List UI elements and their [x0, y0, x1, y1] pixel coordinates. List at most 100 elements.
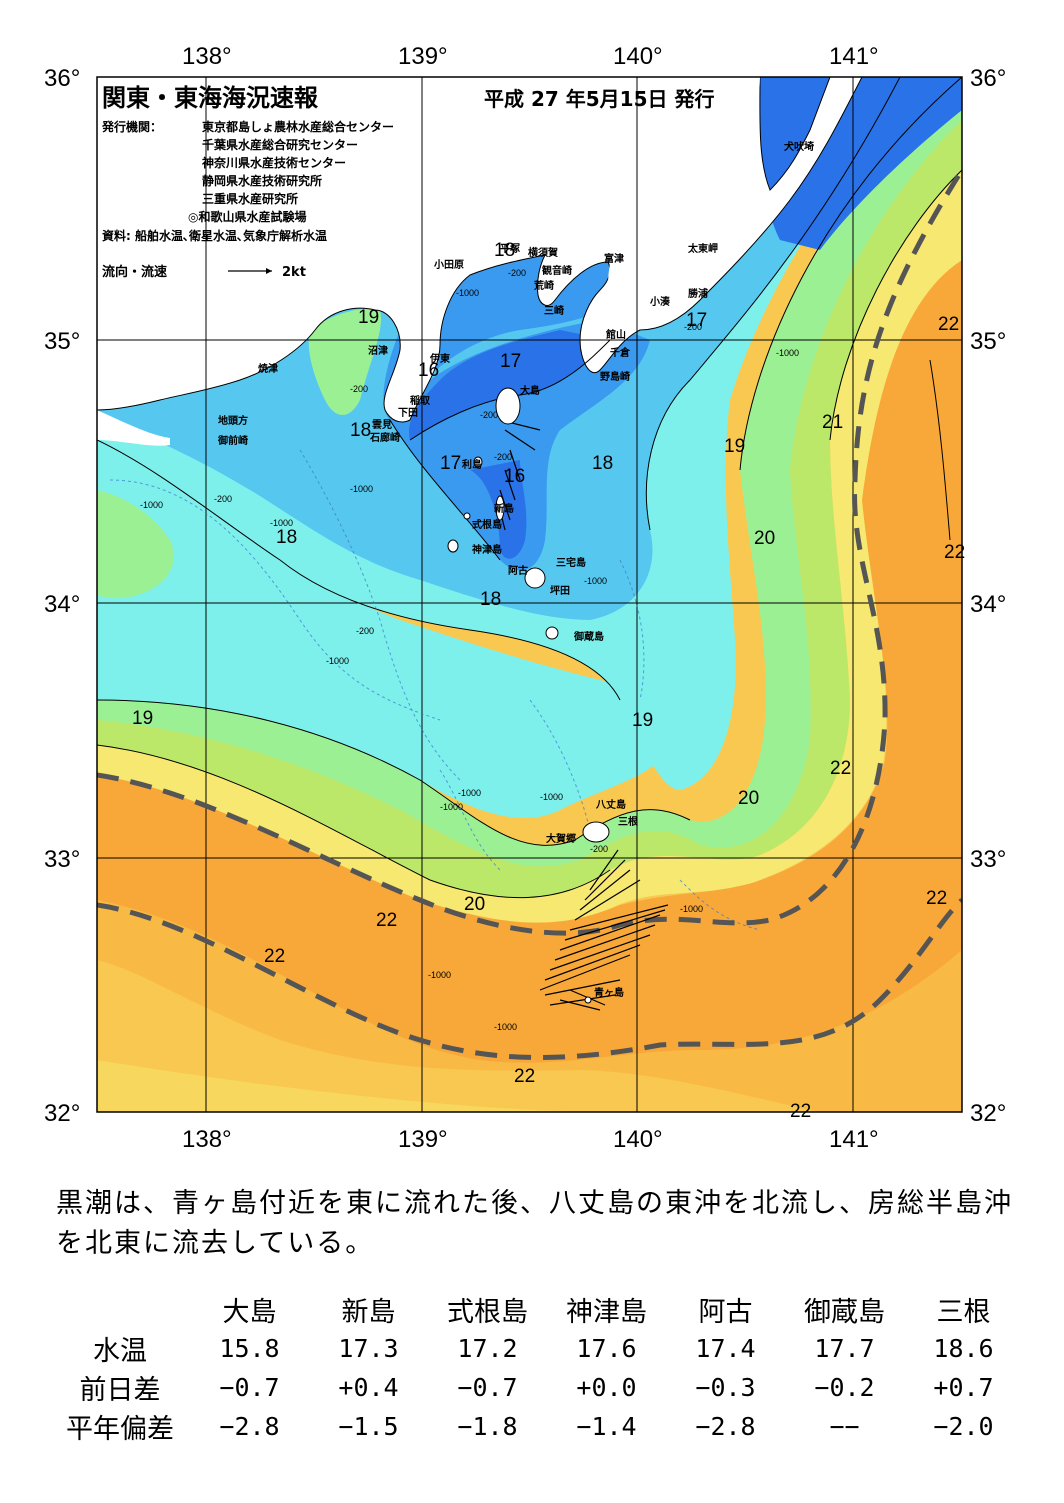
place-label: 新島 — [494, 502, 514, 515]
place-label: 館山 — [605, 328, 626, 341]
water-22 — [97, 260, 962, 1112]
isotherm-label: 18 — [494, 240, 515, 261]
isotherm-label: 19 — [632, 710, 653, 731]
depth-label: -1000 — [326, 656, 349, 666]
land-boso — [600, 77, 760, 317]
stats-cell: −2.0 — [933, 1412, 994, 1441]
issuer-label: 発行機関： — [101, 119, 162, 134]
stats-row-label: 水温 — [93, 1336, 147, 1367]
isotherm-label: 22 — [926, 888, 947, 909]
island-aogashima — [584, 996, 592, 1004]
islands — [447, 387, 610, 1004]
place-label: 下田 — [398, 407, 418, 419]
depth-label: -200 — [480, 410, 498, 420]
depth-label: -200 — [508, 268, 526, 278]
stats-header-row: 大島 新島 式根島 神津島 阿古 御蔵島 三根 — [50, 1290, 1023, 1329]
place-label: 三宅島 — [556, 556, 586, 569]
lon-label-top: 139° — [398, 43, 448, 70]
lat-label-left: 32° — [44, 1100, 80, 1127]
depth-label: -1000 — [776, 348, 799, 358]
island-oshima — [495, 387, 521, 425]
island-kozushima — [447, 539, 459, 553]
stats-corner — [50, 1290, 190, 1329]
water-19-west — [97, 490, 174, 599]
depth-label: -1000 — [350, 484, 373, 494]
place-label: 御蔵島 — [573, 630, 604, 643]
isotherm-label: 22 — [514, 1066, 535, 1087]
isotherm-label: 16 — [418, 360, 439, 381]
depth-label: -1000 — [458, 788, 481, 798]
isotherm-label: 18 — [480, 589, 501, 610]
lat-label-right: 34° — [970, 591, 1006, 618]
stats-cell: −1.8 — [457, 1412, 518, 1441]
depth-label: -1000 — [680, 904, 703, 914]
place-label: 稲取 — [410, 394, 431, 407]
island-shikinejima — [463, 512, 471, 520]
sea-temperature-map: 138° 139° 140° 141° 138° 139° 140° 141° … — [44, 43, 1006, 1153]
stats-column-header: 大島 — [222, 1297, 277, 1328]
issuer: 神奈川県水産技術センター — [202, 155, 346, 170]
stats-cell: −2.8 — [695, 1412, 756, 1441]
stats-column-header: 式根島 — [447, 1297, 528, 1328]
water-16c — [760, 77, 962, 250]
stats-row-label: 前日差 — [79, 1375, 161, 1406]
legend-arrowhead — [266, 268, 272, 274]
depth-label: -200 — [350, 384, 368, 394]
depth-label: -1000 — [494, 1022, 517, 1032]
stats-cell: 17.4 — [695, 1334, 756, 1363]
stats-cell: −0.3 — [695, 1373, 756, 1402]
place-label: 三根 — [618, 815, 638, 828]
isotherm-label: 20 — [464, 894, 485, 915]
lon-label-bottom: 140° — [613, 1126, 663, 1153]
stats-cell: 18.6 — [933, 1334, 994, 1363]
lat-label-left: 36° — [44, 65, 80, 92]
stats-row-label: 平年偏差 — [66, 1414, 174, 1445]
stats-cell: −1.5 — [338, 1412, 399, 1441]
island-mikurajima — [545, 626, 559, 640]
lon-label-top: 141° — [829, 43, 879, 70]
island-hachijojima — [582, 821, 610, 843]
isotherm-label: 18 — [276, 527, 297, 548]
stats-column-header: 神津島 — [566, 1297, 647, 1328]
place-label: 焼津 — [258, 362, 278, 375]
stats-row-day-diff: 前日差 −0.7 +0.4 −0.7 +0.0 −0.3 −0.2 +0.7 — [50, 1368, 1023, 1407]
issuer: 東京都島しょ農林水産総合センター — [202, 119, 394, 134]
isotherm-label: 19 — [724, 436, 745, 457]
isotherm-label: 22 — [790, 1101, 811, 1122]
isotherm-label: 20 — [754, 528, 775, 549]
depth-label: -1000 — [270, 518, 293, 528]
lat-label-right: 35° — [970, 328, 1006, 355]
isotherm-label: 21 — [822, 412, 843, 433]
depth-label: -1000 — [428, 970, 451, 980]
depth-label: -1000 — [456, 288, 479, 298]
depth-label: -200 — [590, 844, 608, 854]
place-label: 阿古 — [508, 564, 528, 577]
issuer: 千葉県水産総合研究センター — [202, 137, 358, 152]
lon-label-top: 140° — [613, 43, 663, 70]
stats-column-header: 御蔵島 — [804, 1297, 885, 1328]
place-label: 石廊崎 — [369, 431, 400, 444]
place-label: 地頭方 — [218, 414, 248, 427]
place-names: 犬吠埼 太東岬 勝浦 小湊 富津 横須賀 観音崎 荒崎 三崎 館山 千倉 野島崎… — [217, 140, 814, 999]
stats-cell: −0.2 — [814, 1373, 875, 1402]
place-label: 野島崎 — [600, 370, 630, 383]
lon-label-bottom: 139° — [398, 1126, 448, 1153]
place-label: 御前崎 — [217, 434, 248, 447]
depth-labels: -200 -200 -200 -200 -200 -200 -200 -200 … — [140, 268, 799, 1032]
kuroshio-axis — [97, 168, 962, 1060]
lon-label-bottom: 141° — [829, 1126, 879, 1153]
isotherm-label: 18 — [350, 420, 371, 441]
stats-column-header: 新島 — [341, 1297, 396, 1328]
stats-cell: 17.2 — [457, 1334, 518, 1363]
land-omaezaki — [97, 410, 170, 446]
isotherm-label: 19 — [132, 708, 153, 729]
place-label: 神津島 — [472, 543, 502, 556]
current-legend-label: 流向・流速 — [102, 264, 167, 280]
issue-date: 平成 27 年5月15日 発行 — [484, 87, 714, 111]
place-label: 富津 — [604, 252, 624, 265]
isotherm-label: 18 — [592, 453, 613, 474]
water-19-suruga — [308, 308, 381, 415]
isotherm-label: 17 — [440, 453, 461, 474]
depth-label: -1000 — [540, 792, 563, 802]
place-label: 利島 — [462, 458, 482, 471]
